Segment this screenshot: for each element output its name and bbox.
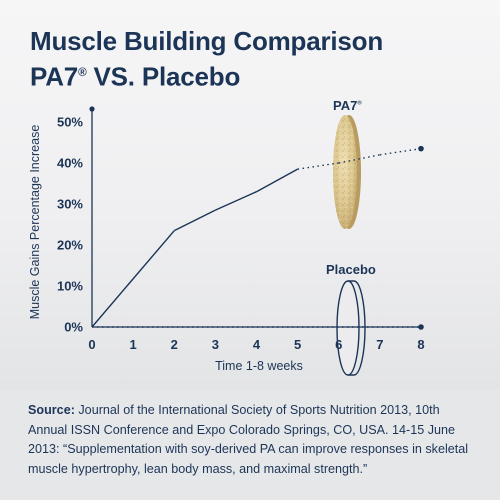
y-axis-ticks: 0% 10% 20% 30% 40% 50% — [57, 115, 83, 335]
pa7-end-point — [418, 145, 424, 152]
x-tick-label: 3 — [212, 337, 219, 352]
title-line-2-main: PA7 — [30, 61, 79, 92]
pa7-line-segment — [173, 209, 216, 232]
line-chart: 0% 10% 20% 30% 40% 50% 0 1 2 3 4 5 6 7 8 Muscle Gains… — [28, 106, 425, 376]
y-tick-label: 50% — [57, 115, 83, 130]
source-citation: Source: Journal of the International Soc… — [28, 401, 478, 479]
y-tick-label: 20% — [57, 238, 83, 253]
pa7-line-segment — [338, 154, 381, 164]
title-line-2-rest: VS. Placebo — [86, 61, 241, 92]
x-tick-label: 7 — [376, 337, 383, 352]
placebo-label: Placebo — [326, 262, 376, 277]
placebo-tablet-illustration — [336, 280, 366, 376]
placebo-end-point — [418, 324, 424, 330]
pa7-label-reg: ® — [357, 100, 362, 107]
pa7-label-main: PA7 — [333, 98, 358, 113]
y-tick-label: 10% — [57, 279, 83, 294]
pa7-line-segment — [215, 191, 257, 211]
title-reg-mark: ® — [78, 66, 87, 79]
x-tick-label: 0 — [88, 337, 95, 352]
pa7-line-segment — [256, 168, 298, 193]
series-layer — [91, 145, 424, 330]
x-tick-label: 2 — [171, 337, 178, 352]
page-title: Muscle Building Comparison PA7® VS. Plac… — [30, 26, 383, 93]
y-axis-title: Muscle Gains Percentage Increase — [28, 125, 42, 320]
source-panel — [0, 390, 500, 500]
title-line-1: Muscle Building Comparison — [30, 26, 384, 56]
y-axis-end-dot — [89, 106, 95, 112]
x-axis-ticks: 0 1 2 3 4 5 6 7 8 — [88, 337, 424, 352]
x-tick-label: 6 — [335, 337, 342, 352]
x-axis-title: Time 1-8 weeks — [215, 359, 303, 373]
x-tick-label: 5 — [294, 337, 301, 352]
pa7-line-segment — [91, 230, 175, 328]
x-tick-label: 4 — [253, 337, 261, 352]
y-tick-label: 40% — [57, 156, 83, 171]
pa7-label: PA7® — [333, 98, 362, 113]
source-text: Journal of the International Society of … — [28, 403, 469, 476]
y-tick-label: 0% — [64, 320, 83, 335]
pa7-tablet-illustration — [333, 115, 361, 229]
source-label: Source: — [28, 403, 75, 417]
y-tick-label: 30% — [57, 197, 83, 212]
pa7-line-segment — [297, 162, 339, 170]
pa7-line-segment — [379, 147, 422, 156]
x-tick-label: 8 — [417, 337, 424, 352]
axes — [89, 106, 423, 328]
x-tick-label: 1 — [130, 337, 137, 352]
